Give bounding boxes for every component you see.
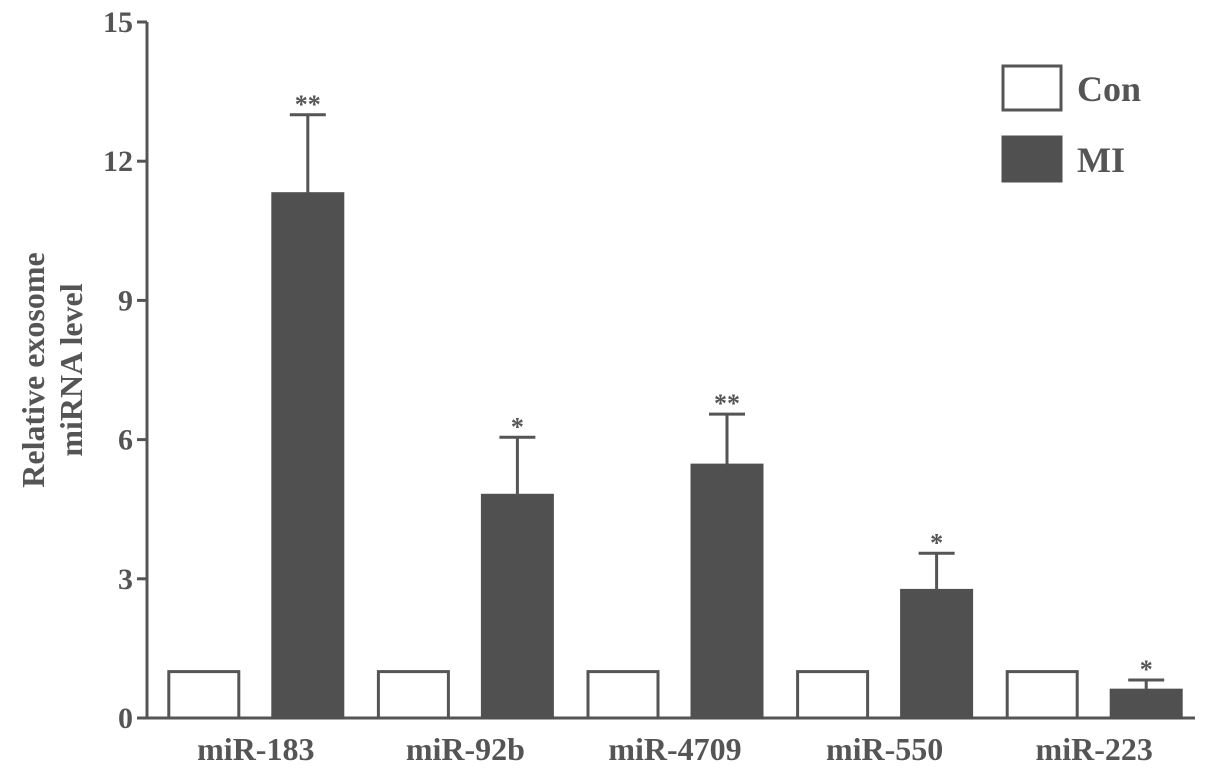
legend: Con MI: [1001, 64, 1141, 183]
y-tick-label: 15: [103, 6, 133, 39]
bar-con-mir-92b: [376, 670, 450, 720]
legend-label-con: Con: [1077, 69, 1141, 109]
significance-marker: **: [714, 389, 740, 418]
x-category-label: miR-223: [1036, 731, 1153, 767]
x-category-label: miR-183: [197, 731, 314, 767]
y-axis-title-line: Relative exosome: [15, 252, 51, 487]
bar-con-mir-223: [1005, 670, 1079, 720]
bar-con-mir-550: [796, 670, 870, 720]
bar-con-mir-4709: [586, 670, 660, 720]
significance-marker: *: [1140, 655, 1153, 684]
bars: *******: [167, 90, 1183, 720]
x-category-label: miR-4709: [608, 731, 741, 767]
y-axis-title-line: miRNA level: [53, 283, 89, 456]
bar-mi-mir-4709: [690, 463, 764, 720]
axes: 0 3 6 9 12 15 miR-183 miR-92b miR-4709 miR-550 miR…: [103, 6, 1195, 767]
significance-marker: **: [295, 90, 321, 119]
y-tick-label: 0: [118, 702, 133, 735]
x-category-label: miR-92b: [406, 731, 525, 767]
legend-swatch-mi: [1001, 135, 1063, 183]
bar-mi-mir-92b: [480, 493, 554, 720]
significance-marker: *: [930, 528, 943, 557]
y-tick-label: 6: [118, 424, 133, 457]
x-category-label: miR-550: [826, 731, 943, 767]
y-tick-label: 12: [103, 145, 133, 178]
bar-con-mir-183: [167, 670, 241, 720]
legend-swatch-con: [1001, 64, 1063, 112]
bar-mi-mir-183: [271, 192, 345, 720]
legend-label-mi: MI: [1077, 140, 1125, 180]
bar-mi-mir-550: [900, 588, 974, 720]
bar-mi-mir-223: [1109, 688, 1183, 720]
y-tick-label: 9: [118, 284, 133, 317]
significance-marker: *: [511, 412, 524, 441]
y-tick-label: 3: [118, 563, 133, 596]
y-axis-title: Relative exosome miRNA level: [15, 252, 89, 487]
